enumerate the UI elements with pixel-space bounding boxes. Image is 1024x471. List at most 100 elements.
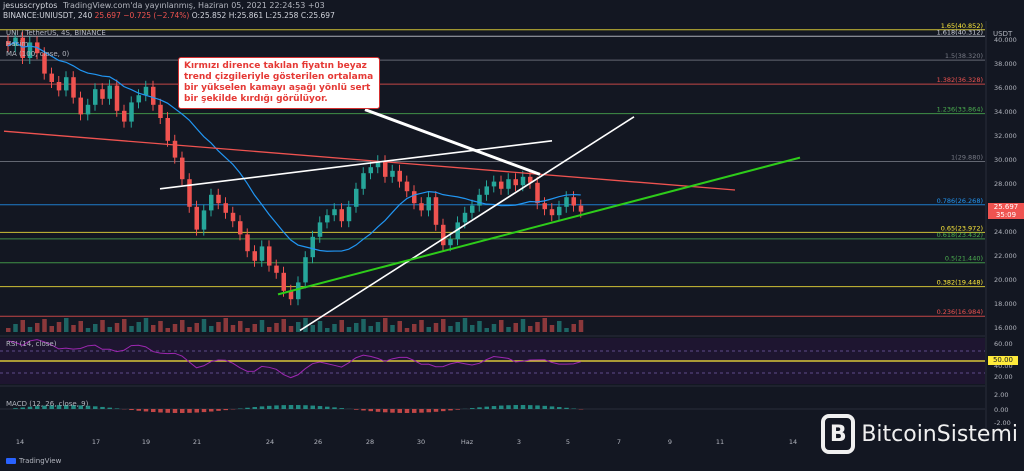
publisher-bar: jesusscryptos TradingView.com'da yayınla… [0,0,1024,11]
last-price-tag-value: 25.697 [993,203,1019,211]
macd-histogram-bar [375,409,381,412]
candle-body [535,182,540,204]
y-tick-label: 40.000 [994,36,1017,44]
last-price-tag-time: 35:09 [995,211,1017,219]
volume-bar [499,320,504,332]
annotation-callout[interactable]: Kırmızı dirence takılan fiyatın beyaz tr… [178,57,380,109]
macd-histogram-bar [187,409,192,413]
price-chart[interactable]: 1.65(40.852)1.618(40.312) 1.5(38.320) 1.38… [0,21,1024,457]
macd-histogram-bar [354,409,359,410]
candle-body [78,97,83,115]
candle-body [281,272,286,291]
candle-body [549,209,555,216]
volume-bar [513,323,518,332]
volume-bar [122,319,127,332]
candle-body [274,265,279,273]
volume-bar [267,327,272,332]
volume-bar [136,322,141,332]
volume-bar [491,324,497,332]
price-change: −0.725 (−2.74%) [123,11,190,20]
volume-bar [20,320,25,332]
volume-bar [180,320,185,332]
candle-body [230,212,236,222]
last-price-tag: 25.697 35:09 [988,203,1024,219]
x-tick-label: 7 [617,438,621,446]
white-trend-line-upper [159,140,553,190]
volume-bar [201,319,207,332]
volume-bar [462,318,468,332]
symbol-label[interactable]: BINANCE:UNIUSDT, 240 [3,11,93,20]
volume-bar [470,325,475,332]
macd-histogram-bar [100,406,105,409]
volume-bar [13,324,18,332]
volume-bar [93,324,98,332]
candle-body [143,86,149,96]
brand-watermark: B BitcoinSistemi [821,410,1018,458]
volume-bar [397,321,402,332]
candle-body [441,224,446,246]
macd-histogram-bar [209,409,214,412]
macd-histogram-bar [56,405,62,409]
macd-histogram-bar [441,409,446,412]
candle-body [20,37,25,58]
candle-body [448,239,453,246]
volume-bar [274,323,279,332]
candle-body [506,179,511,189]
volume-bar [158,321,163,332]
volume-bar [303,318,308,332]
volume-bar [578,320,584,332]
macd-histogram-bar [361,409,366,411]
volume-bar [549,325,555,332]
trend-lines [3,41,801,332]
volume-bar [346,327,352,332]
macd-histogram-bar [49,405,54,409]
x-tick-label: 24 [266,438,274,446]
tradingview-label: TradingView [19,457,62,465]
volume-bar [223,318,228,332]
macd-histogram-bar [274,405,279,409]
volume-bar [187,327,192,332]
volume-bar [404,328,410,332]
macd-histogram-bar [535,405,540,409]
candle-body [6,41,11,46]
volume-bar [564,328,569,332]
rsi-tick-label: 40.00 [994,362,1013,370]
candle-body [136,95,141,103]
volume-bar [557,321,562,332]
rsi-tick-label: 20.00 [994,373,1013,381]
candle-body [375,161,381,168]
volume-bar [535,322,540,332]
macd-histogram-bar [520,405,526,409]
fib-label: 0.786(26.268) [937,197,983,205]
macd-histogram-bar [216,409,221,411]
macd-histogram-bar [165,409,170,413]
y-tick-label: 18.000 [994,300,1017,308]
macd-histogram-bar [259,406,265,409]
macd-histogram-bar [419,409,424,413]
candle-body [404,181,410,192]
macd-histogram-bar [339,408,344,409]
macd-histogram-bar [78,405,83,409]
tradingview-footer[interactable]: TradingView [6,457,61,465]
y-tick-label: 22.000 [994,252,1017,260]
candle-body [426,197,431,211]
y-tick-label: 32.000 [994,132,1017,140]
candle-body [180,157,185,180]
macd-histogram-bar [310,405,315,409]
fib-label: 0.618(23.432) [937,231,983,239]
volume-bar [245,328,250,332]
candle-body [477,194,482,206]
candle-body [332,209,337,216]
currency-label: USDT [993,30,1013,38]
publisher-name[interactable]: jesusscryptos [3,1,58,10]
volume-bar [390,325,395,332]
volume-bar [107,327,112,332]
y-tick-label: 34.000 [994,108,1017,116]
volume-bar [64,318,69,332]
indicator-panes: 60.00 40.00 20.00 2.00 0.00 -2.00 [0,335,1013,427]
volume-bar [56,322,62,332]
volume-bar [383,318,388,332]
candle-body [484,186,489,195]
close-value: C:25.697 [300,11,335,20]
macd-histogram-bar [332,407,337,409]
